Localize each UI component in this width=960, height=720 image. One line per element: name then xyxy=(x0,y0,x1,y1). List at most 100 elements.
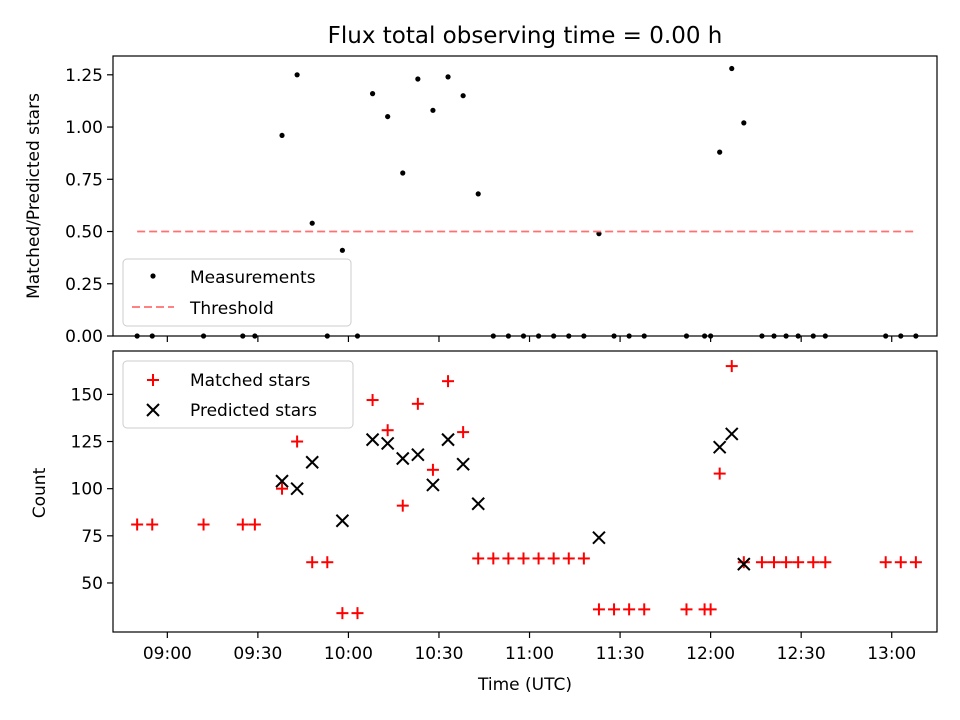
x-tick-label: 12:00 xyxy=(686,644,735,664)
predicted-stars-point xyxy=(411,448,425,462)
matched-stars-point xyxy=(396,499,409,512)
measurement-point xyxy=(475,191,481,197)
predicted-stars-point xyxy=(305,455,319,469)
top-plot-area: 0.00 0.25 0.50 0.75 1.00 1.25 xyxy=(65,65,919,347)
matched-stars-point xyxy=(131,518,144,531)
matched-stars-point xyxy=(426,463,439,476)
legend-matched-label: Matched stars xyxy=(190,371,310,391)
measurement-point xyxy=(279,132,285,139)
matched-stars-point xyxy=(819,556,832,569)
predicted-stars-point xyxy=(712,440,727,454)
matched-stars-point xyxy=(321,556,334,569)
matched-stars-point xyxy=(562,552,575,565)
matched-stars-point xyxy=(381,424,394,437)
matched-stars-point xyxy=(638,603,651,616)
top-y-tick-label: 0.50 xyxy=(65,223,103,243)
matched-stars-point xyxy=(737,556,750,569)
matched-stars-point xyxy=(336,607,349,620)
top-y-tick-label: 0.25 xyxy=(65,275,103,295)
top-y-tick-label: 1.00 xyxy=(65,118,103,138)
x-tick-label: 09:00 xyxy=(143,644,192,664)
matched-stars-point xyxy=(792,556,805,569)
matched-stars-point xyxy=(291,435,304,448)
matched-stars-point xyxy=(197,518,210,531)
matched-stars-point xyxy=(487,552,500,565)
matched-stars-point xyxy=(879,556,892,569)
x-tick-label: 10:00 xyxy=(324,644,373,664)
matched-stars-point xyxy=(351,607,364,620)
bottom-y-tick-label: 150 xyxy=(71,385,103,405)
measurement-point xyxy=(294,72,300,78)
top-y-tick-label: 0.75 xyxy=(65,170,103,190)
top-y-axis-label: Matched/Predicted stars xyxy=(24,93,44,299)
predicted-stars-point xyxy=(396,451,410,466)
matched-stars-point xyxy=(592,603,605,616)
measurement-point xyxy=(445,74,451,80)
bottom-y-axis-label: Count xyxy=(30,467,50,518)
matched-stars-point xyxy=(623,603,636,616)
predicted-stars-point xyxy=(426,478,440,492)
matched-stars-point xyxy=(366,394,379,407)
predicted-stars-point xyxy=(290,481,304,496)
measurement-point xyxy=(369,91,376,97)
measurement-point xyxy=(415,76,421,82)
matched-stars-point xyxy=(780,556,793,569)
x-tick-label: 11:30 xyxy=(596,644,645,664)
bottom-axes-frame xyxy=(112,350,938,633)
x-tick-label: 09:30 xyxy=(233,644,282,664)
predicted-stars-point xyxy=(456,457,470,471)
legend-predicted-label: Predicted stars xyxy=(190,401,317,421)
matched-stars-point xyxy=(725,360,738,373)
predicted-stars-point xyxy=(275,474,289,488)
measurement-point xyxy=(729,65,735,72)
measurement-point xyxy=(430,107,436,113)
predicted-stars-point xyxy=(592,530,606,545)
matched-stars-point xyxy=(713,467,726,480)
matched-stars-point xyxy=(411,397,424,410)
top-legend-box xyxy=(122,258,352,327)
measurement-point xyxy=(400,170,406,176)
matched-stars-point xyxy=(532,552,545,565)
measurement-point xyxy=(460,93,466,99)
top-y-tick-label: 1.25 xyxy=(65,66,103,86)
matched-stars-point xyxy=(755,556,768,569)
matched-stars-point xyxy=(909,556,922,569)
bottom-y-tick-label: 100 xyxy=(71,480,103,500)
matched-stars-point xyxy=(248,518,261,531)
bottom-y-tick-label: 50 xyxy=(81,574,103,594)
predicted-stars-point xyxy=(737,557,751,571)
bottom-legend-box xyxy=(122,360,354,429)
measurement-point xyxy=(717,149,723,155)
matched-stars-point xyxy=(502,552,515,565)
predicted-stars-point xyxy=(380,436,395,451)
matched-stars-point xyxy=(608,603,621,616)
top-chart-title: Flux total observing time = 0.00 h xyxy=(328,23,723,49)
matched-stars-point xyxy=(547,552,560,565)
legend-threshold-label: Threshold xyxy=(189,299,274,319)
measurement-point xyxy=(385,113,391,120)
matched-stars-point xyxy=(807,556,820,569)
bottom-y-tick-label: 125 xyxy=(71,433,103,453)
legend-predicted-marker xyxy=(146,403,160,417)
matched-stars-point xyxy=(768,556,781,569)
top-axes-frame xyxy=(112,55,938,337)
x-tick-label: 11:00 xyxy=(505,644,554,664)
matched-stars-point xyxy=(457,426,470,439)
matched-stars-point xyxy=(306,556,319,569)
bottom-legend: Matched stars Predicted stars xyxy=(122,360,354,429)
matched-stars-point xyxy=(472,552,485,565)
matched-stars-point xyxy=(442,375,455,388)
predicted-stars-point xyxy=(335,514,350,528)
legend-matched-marker xyxy=(147,374,159,386)
measurement-point xyxy=(309,220,315,226)
x-tick-label: 13:00 xyxy=(867,644,916,664)
legend-measurements-marker xyxy=(150,273,156,279)
bottom-y-tick-label: 75 xyxy=(81,527,103,547)
matched-stars-point xyxy=(704,603,717,616)
matched-stars-point xyxy=(276,482,289,495)
matched-stars-point xyxy=(146,518,159,531)
top-y-tick-label: 0.00 xyxy=(65,327,103,347)
predicted-stars-point xyxy=(471,497,485,511)
